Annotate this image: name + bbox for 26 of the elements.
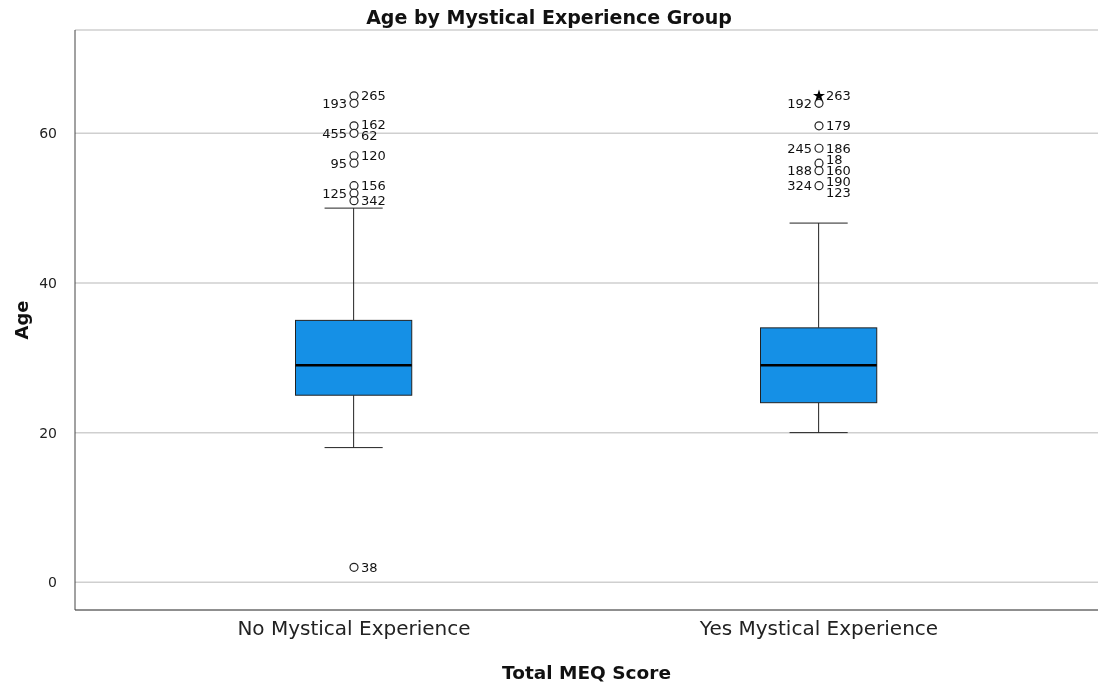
- annotation: 188: [787, 163, 812, 179]
- y-tick-label: 60: [39, 125, 57, 142]
- annotation: 193: [322, 95, 347, 111]
- y-tick-label: 20: [39, 424, 57, 441]
- x-axis-title: Total MEQ Score: [502, 662, 671, 683]
- chart-title: Age by Mystical Experience Group: [366, 6, 732, 28]
- annotation: 156: [361, 178, 386, 194]
- annotation: 125: [322, 185, 347, 201]
- annotation: 455: [322, 125, 347, 141]
- annotation: 265: [361, 88, 386, 104]
- y-axis-title: Age: [11, 300, 32, 340]
- annotation: 38: [361, 559, 378, 575]
- annotation: 263: [826, 88, 851, 104]
- annotation: 324: [787, 178, 812, 194]
- x-tick-label: No Mystical Experience: [237, 616, 471, 641]
- annotation: 342: [361, 193, 386, 209]
- x-tick-label: Yes Mystical Experience: [698, 616, 939, 641]
- annotation: 192: [787, 95, 812, 111]
- annotation: 245: [787, 140, 812, 156]
- annotation: 95: [330, 155, 347, 171]
- annotation: 179: [826, 118, 851, 134]
- y-tick-label: 0: [48, 574, 57, 591]
- annotation: 186: [826, 140, 851, 156]
- y-tick-label: 40: [39, 274, 57, 291]
- annotation: 120: [361, 148, 386, 164]
- annotation: 123: [826, 185, 851, 201]
